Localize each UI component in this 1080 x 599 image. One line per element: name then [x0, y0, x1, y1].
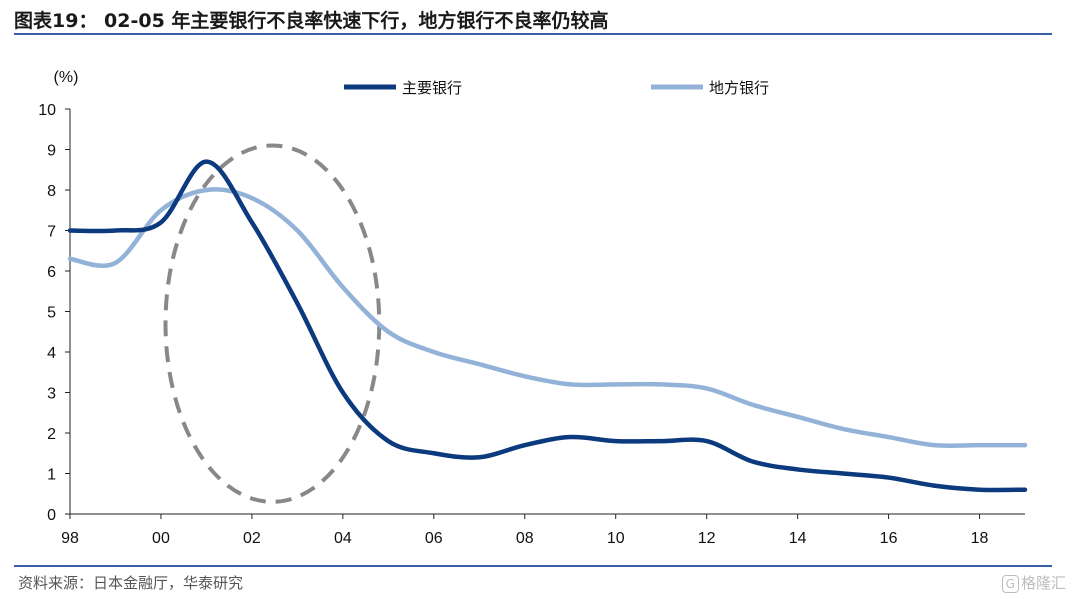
x-tick-label: 04	[334, 530, 352, 547]
chart-title: 图表19： 02-05 年主要银行不良率快速下行，地方银行不良率仍较高	[14, 10, 609, 32]
y-tick-label: 4	[47, 345, 56, 362]
x-tick-label: 06	[425, 530, 443, 547]
series-layer	[67, 159, 1028, 493]
x-tick-label: 14	[789, 530, 807, 547]
y-tick-label: 6	[47, 264, 56, 281]
y-tick-label: 9	[47, 143, 56, 160]
chart-legend: 主要银行 地方银行	[344, 79, 769, 97]
series-line-regional-banks	[67, 187, 1028, 448]
y-tick-label: 10	[38, 102, 56, 119]
title-divider	[14, 33, 1052, 35]
y-tick-label: 1	[47, 467, 56, 484]
y-tick-label: 7	[47, 224, 56, 241]
source-note: 资料来源：日本金融厅，华泰研究	[18, 574, 244, 592]
x-tick-label: 18	[971, 530, 989, 547]
y-tick-label: 2	[47, 426, 56, 443]
x-tick-label: 08	[516, 530, 534, 547]
legend-label: 地方银行	[709, 79, 769, 97]
highlight-ellipse	[163, 143, 382, 504]
highlight-layer	[163, 143, 382, 504]
y-tick-label: 0	[47, 507, 56, 524]
legend-label: 主要银行	[402, 79, 462, 97]
x-tick-label: 02	[243, 530, 261, 547]
y-tick-label: 3	[47, 386, 56, 403]
series-line-major-banks	[67, 159, 1028, 493]
y-tick-label: 8	[47, 183, 56, 200]
x-tick-label: 12	[698, 530, 716, 547]
footer-divider	[14, 565, 1052, 567]
y-axis-unit: (%)	[54, 69, 79, 86]
x-tick-label: 00	[152, 530, 170, 547]
x-tick-label: 16	[880, 530, 898, 547]
x-tick-label: 98	[61, 530, 79, 547]
x-tick-label: 10	[607, 530, 625, 547]
y-tick-label: 5	[47, 305, 56, 322]
watermark: G 格隆汇	[1001, 572, 1066, 593]
watermark-logo-icon: G	[1001, 575, 1019, 593]
watermark-text: 格隆汇	[1020, 574, 1066, 592]
